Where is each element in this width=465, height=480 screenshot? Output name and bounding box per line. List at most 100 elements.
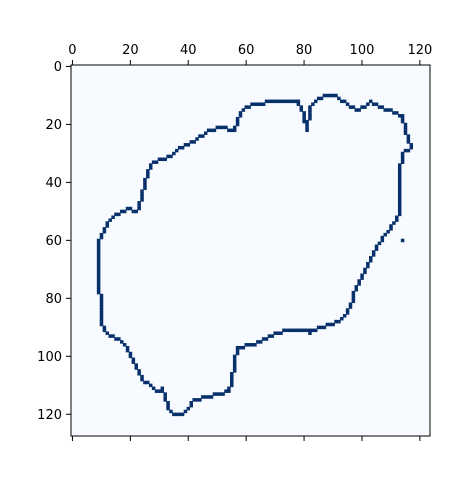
heatmap-cell [400, 160, 405, 164]
heatmap-cell [290, 99, 295, 104]
heatmap-cell [96, 287, 101, 292]
heatmap-cell [157, 157, 162, 162]
heatmap-cell [238, 114, 243, 118]
heatmap-cell [140, 189, 144, 193]
heatmap-cell [374, 244, 379, 248]
heatmap-cell [232, 128, 237, 133]
heatmap-cell [201, 395, 205, 399]
heatmap-cell [302, 119, 306, 124]
heatmap-cell [99, 299, 104, 304]
heatmap-cell [105, 224, 110, 228]
heatmap-cell [99, 319, 104, 324]
heatmap-cell [232, 125, 237, 130]
heatmap-cell [105, 221, 110, 225]
heatmap-cell [285, 99, 289, 104]
heatmap-cell [230, 374, 234, 379]
heatmap-cell [325, 322, 330, 327]
heatmap-cell [270, 334, 275, 338]
heatmap-cell [224, 125, 228, 130]
heatmap-cell [397, 172, 402, 176]
heatmap-cell [397, 163, 402, 167]
heatmap-cell [183, 409, 188, 414]
heatmap-cell [409, 143, 414, 147]
heatmap-cell [319, 96, 324, 101]
heatmap-cell [397, 203, 402, 208]
heatmap-cell [293, 328, 298, 333]
heatmap-cell [198, 398, 202, 402]
heatmap-cell [224, 389, 228, 393]
heatmap-cell [221, 392, 225, 396]
heatmap-cell [209, 128, 214, 133]
heatmap-cell [403, 148, 408, 153]
heatmap-cell [96, 259, 101, 263]
heatmap-cell [345, 102, 350, 106]
heatmap-cell [282, 328, 286, 333]
heatmap-cell [163, 398, 167, 402]
y-tick-label: 100 [37, 350, 62, 365]
heatmap-cell [99, 314, 104, 318]
heatmap-cell [276, 99, 280, 104]
heatmap-cell [96, 290, 101, 295]
heatmap-cell [308, 331, 312, 335]
heatmap-cell [253, 343, 257, 347]
heatmap-cell [227, 389, 231, 393]
heatmap-cell [111, 215, 115, 220]
heatmap-cell [256, 102, 260, 106]
heatmap-cell [369, 256, 373, 260]
heatmap-cell [99, 293, 104, 298]
heatmap-cell [134, 366, 138, 370]
heatmap-cell [137, 369, 141, 373]
heatmap-cell [230, 383, 234, 388]
heatmap-cell [180, 145, 185, 150]
x-tick-label: 80 [296, 43, 313, 58]
heatmap-cell [366, 261, 370, 266]
heatmap-cell [397, 114, 402, 118]
heatmap-cell [308, 105, 312, 109]
heatmap-cell [313, 99, 318, 104]
heatmap-cell [215, 392, 220, 396]
heatmap-cell [371, 250, 376, 254]
heatmap-cell [369, 259, 373, 263]
heatmap-cell [131, 357, 136, 362]
heatmap-cell [166, 401, 170, 405]
heatmap-cell [235, 116, 240, 121]
heatmap-cell [377, 241, 382, 246]
heatmap-cell [99, 305, 104, 309]
heatmap-cell [189, 140, 193, 144]
heatmap-cell [403, 122, 408, 127]
heatmap-cell [305, 125, 309, 130]
heatmap-cell [96, 244, 101, 248]
x-tick-label: 20 [122, 43, 139, 58]
heatmap-cell [261, 337, 266, 341]
heatmap-cell [328, 322, 332, 327]
heatmap-cell [143, 180, 147, 185]
heatmap-cell [201, 134, 205, 138]
heatmap-cell [99, 316, 104, 321]
heatmap-cell [374, 102, 379, 106]
heatmap-cell [380, 105, 385, 109]
heatmap-cell [137, 203, 141, 208]
heatmap-cell [351, 290, 356, 295]
heatmap-cell [111, 334, 115, 338]
heatmap-cell [177, 145, 182, 150]
heatmap-cell [250, 343, 254, 347]
heatmap-background [71, 65, 430, 436]
heatmap-cell [151, 160, 156, 164]
heatmap-cell [328, 93, 332, 98]
heatmap-cell [96, 276, 101, 280]
heatmap-cell [400, 151, 405, 156]
heatmap-cell [311, 328, 315, 333]
heatmap-cell [140, 195, 144, 199]
heatmap-cell [96, 250, 101, 254]
heatmap-cell [230, 380, 234, 385]
heatmap-cell [157, 389, 162, 393]
heatmap-cell [146, 380, 150, 385]
heatmap-cell [189, 403, 193, 408]
heatmap-cell [160, 389, 165, 393]
heatmap-cell [380, 238, 385, 243]
heatmap-cell [96, 238, 101, 243]
heatmap-cell [96, 241, 101, 246]
heatmap-cell [108, 218, 112, 222]
heatmap-cell [192, 398, 196, 402]
